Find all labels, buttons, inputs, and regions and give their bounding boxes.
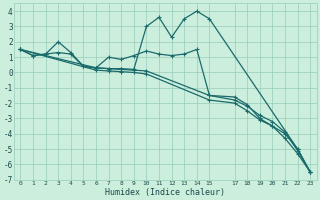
X-axis label: Humidex (Indice chaleur): Humidex (Indice chaleur) — [105, 188, 225, 197]
